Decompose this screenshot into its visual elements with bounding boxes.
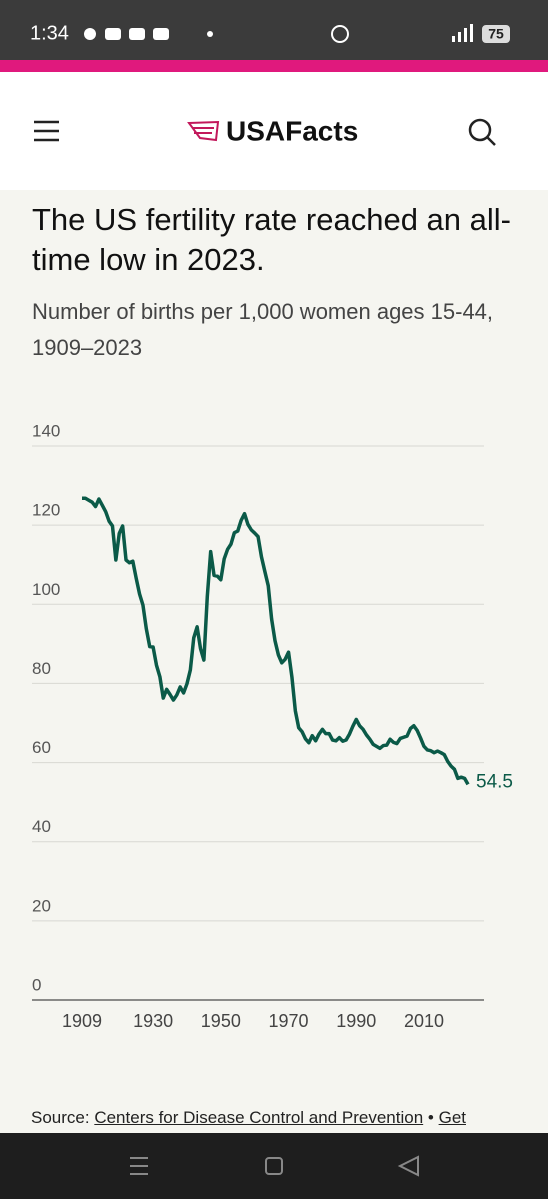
nav-bar	[0, 1133, 548, 1199]
status-time: 1:34	[30, 22, 69, 44]
y-tick-label: 100	[32, 580, 60, 599]
x-tick-label: 1930	[133, 1011, 173, 1031]
x-tick-label: 1909	[62, 1011, 102, 1031]
chart-title: The US fertility rate reached an all-tim…	[32, 202, 511, 277]
y-tick-label: 40	[32, 817, 51, 836]
source: Source: Centers for Disease Control and …	[31, 1108, 466, 1128]
logo[interactable]: USAFacts	[226, 115, 358, 146]
y-tick-label: 80	[32, 659, 51, 678]
source-link[interactable]: Centers for Disease Control and Preventi…	[94, 1108, 424, 1127]
chart-subtitle: Number of births per 1,000 women ages 15…	[32, 299, 494, 360]
x-tick-label: 2010	[404, 1011, 444, 1031]
menu-button[interactable]	[34, 120, 59, 142]
y-tick-label: 20	[32, 896, 51, 915]
accent-band	[0, 60, 548, 72]
x-tick-label: 1990	[336, 1011, 376, 1031]
source-label: Source:	[31, 1108, 90, 1127]
search-button[interactable]	[468, 118, 496, 146]
y-tick-label: 60	[32, 738, 51, 757]
y-tick-label: 140	[32, 421, 60, 440]
status-icons	[84, 24, 510, 43]
y-tick-label: 0	[32, 975, 41, 994]
logo-icon	[187, 120, 220, 142]
data-line	[82, 496, 470, 786]
separator: •	[427, 1108, 434, 1127]
x-tick-label: 1950	[201, 1011, 241, 1031]
header	[0, 72, 548, 190]
x-tick-label: 1970	[269, 1011, 309, 1031]
get-link[interactable]: Get	[438, 1108, 466, 1127]
nav-buttons[interactable]	[130, 1155, 419, 1177]
end-value-label: 54.5	[476, 771, 513, 792]
y-tick-label: 120	[32, 501, 60, 520]
battery-level: 75	[488, 26, 504, 42]
